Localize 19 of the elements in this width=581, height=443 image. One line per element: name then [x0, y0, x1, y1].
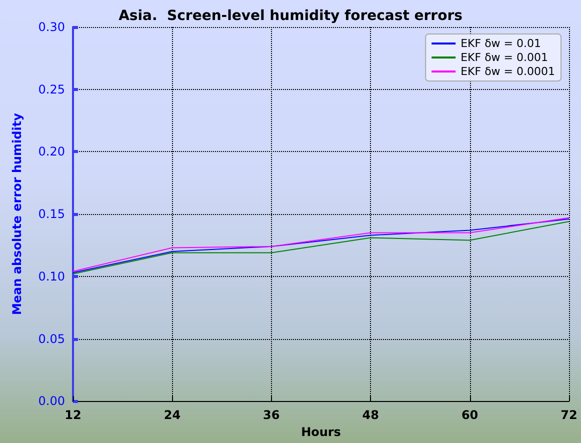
x-tick-label: 24: [164, 408, 181, 422]
legend-label: EKF δw = 0.0001: [460, 65, 556, 78]
x-axis-title: Hours: [301, 425, 341, 439]
x-tick-label: 72: [560, 408, 578, 422]
y-tick-label: 0.10: [38, 269, 65, 284]
x-tick-label: 48: [362, 408, 379, 422]
y-tick-label: 0.20: [38, 144, 65, 159]
x-tick-label: 36: [263, 408, 280, 422]
legend-label: EKF δw = 0.001: [460, 51, 548, 64]
y-axis-title: Mean absolute error humidity: [10, 112, 24, 316]
x-tick-label: 12: [64, 408, 82, 422]
y-tick-label: 0.25: [38, 82, 65, 96]
legend-label: EKF δw = 0.01: [460, 37, 542, 50]
x-tick-label: 60: [461, 408, 478, 422]
y-tick-label: 0.15: [38, 207, 65, 222]
y-tick-label: 0.30: [38, 20, 65, 34]
chart-title: Asia. Screen-level humidity forecast errors: [118, 8, 462, 24]
y-tick-label: 0.05: [38, 332, 65, 346]
y-tick-label: 0.00: [38, 394, 65, 408]
